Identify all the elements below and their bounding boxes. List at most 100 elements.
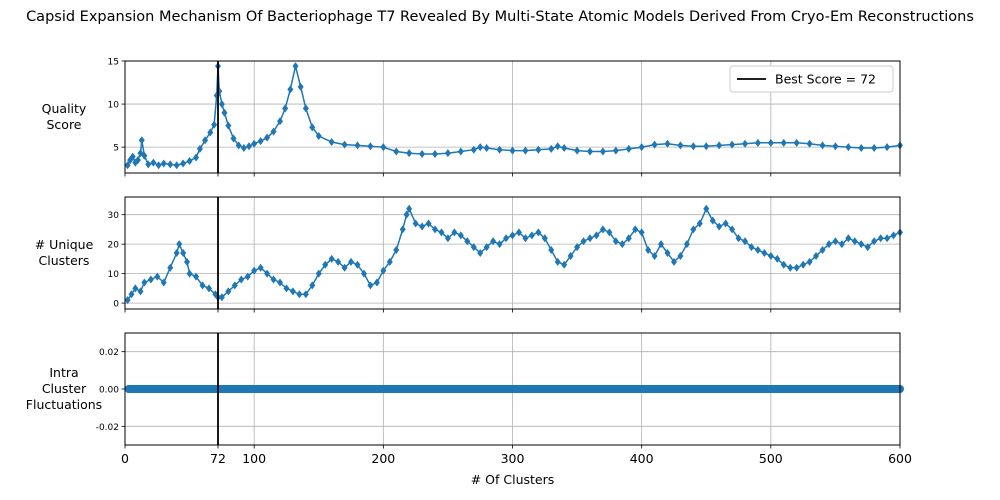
data-point xyxy=(477,143,484,152)
data-point xyxy=(806,139,813,148)
x-tick-label: 500 xyxy=(759,451,783,466)
data-point xyxy=(134,156,141,165)
data-point xyxy=(386,257,393,266)
data-point xyxy=(858,144,865,153)
data-point xyxy=(150,158,157,167)
data-point xyxy=(754,138,761,147)
data-point xyxy=(742,139,748,148)
data-point xyxy=(160,278,167,287)
data-point xyxy=(567,251,574,260)
data-point xyxy=(147,275,154,284)
data-point xyxy=(406,204,413,213)
y-tick-label: 30 xyxy=(108,211,120,221)
data-point xyxy=(328,137,335,146)
data-point xyxy=(457,147,464,156)
data-point xyxy=(287,85,294,94)
data-point xyxy=(716,222,723,231)
data-point xyxy=(612,237,619,246)
y-axis-label: Score xyxy=(46,117,81,132)
data-point xyxy=(289,287,296,296)
data-point xyxy=(871,144,878,153)
data-point xyxy=(444,234,451,243)
data-point xyxy=(132,284,139,293)
data-point xyxy=(399,225,406,234)
data-point xyxy=(619,240,626,249)
data-point xyxy=(264,133,271,142)
data-point xyxy=(645,246,652,255)
data-point xyxy=(664,249,671,257)
data-point xyxy=(574,146,581,155)
data-point xyxy=(184,257,190,266)
data-point xyxy=(722,219,729,228)
x-tick-label: 300 xyxy=(501,451,525,466)
data-point xyxy=(180,249,187,257)
series-line xyxy=(126,206,901,301)
data-point xyxy=(341,263,348,272)
y-tick-label: 10 xyxy=(108,270,120,280)
data-point xyxy=(664,139,671,148)
data-point xyxy=(503,234,510,243)
data-point xyxy=(554,257,561,266)
x-tick-label: 0 xyxy=(121,451,129,466)
y-tick-label: 15 xyxy=(108,58,119,68)
data-point xyxy=(367,142,374,151)
data-point xyxy=(580,237,587,246)
data-point xyxy=(819,246,826,255)
data-point xyxy=(838,240,845,249)
data-point xyxy=(574,243,581,252)
data-point xyxy=(193,272,200,281)
data-point xyxy=(354,141,361,150)
data-point xyxy=(302,290,309,299)
data-point xyxy=(167,263,174,272)
data-point xyxy=(658,240,665,249)
axes-frame xyxy=(124,60,901,174)
data-point xyxy=(315,131,322,140)
data-point xyxy=(470,145,477,154)
data-point xyxy=(638,143,645,152)
data-point xyxy=(235,141,242,150)
data-point xyxy=(490,237,497,246)
data-point xyxy=(522,234,529,243)
y-tick-label: 5 xyxy=(113,144,119,154)
data-point xyxy=(651,140,658,149)
data-point xyxy=(761,249,768,257)
data-point xyxy=(535,145,542,154)
data-point xyxy=(380,143,387,152)
y-tick-label: -0.02 xyxy=(96,423,119,433)
data-point xyxy=(277,117,283,126)
data-point xyxy=(296,290,303,299)
data-point xyxy=(774,254,781,263)
data-point xyxy=(137,287,144,296)
data-point xyxy=(282,104,289,113)
data-point xyxy=(457,231,464,240)
data-point xyxy=(257,263,264,272)
data-point xyxy=(509,146,516,155)
data-point xyxy=(393,147,400,156)
y-tick-label: 0.02 xyxy=(99,348,119,358)
data-point xyxy=(509,231,516,240)
data-point xyxy=(599,147,606,156)
data-point xyxy=(167,160,174,169)
data-point xyxy=(419,222,426,231)
data-point xyxy=(832,237,839,246)
data-point xyxy=(703,142,710,151)
data-point xyxy=(877,234,884,243)
x-tick-label: 72 xyxy=(210,451,226,466)
data-point xyxy=(496,240,503,249)
legend-label: Best Score = 72 xyxy=(775,72,876,87)
data-point xyxy=(354,260,361,269)
data-point xyxy=(218,293,225,302)
data-point xyxy=(348,257,355,266)
data-point xyxy=(406,149,413,158)
data-point xyxy=(793,138,800,147)
data-point xyxy=(309,281,316,290)
data-point xyxy=(270,275,277,284)
data-point xyxy=(257,137,264,146)
data-point xyxy=(625,234,632,243)
data-point xyxy=(393,246,400,255)
data-point xyxy=(561,144,568,153)
data-point xyxy=(729,140,736,149)
data-point xyxy=(813,251,820,260)
